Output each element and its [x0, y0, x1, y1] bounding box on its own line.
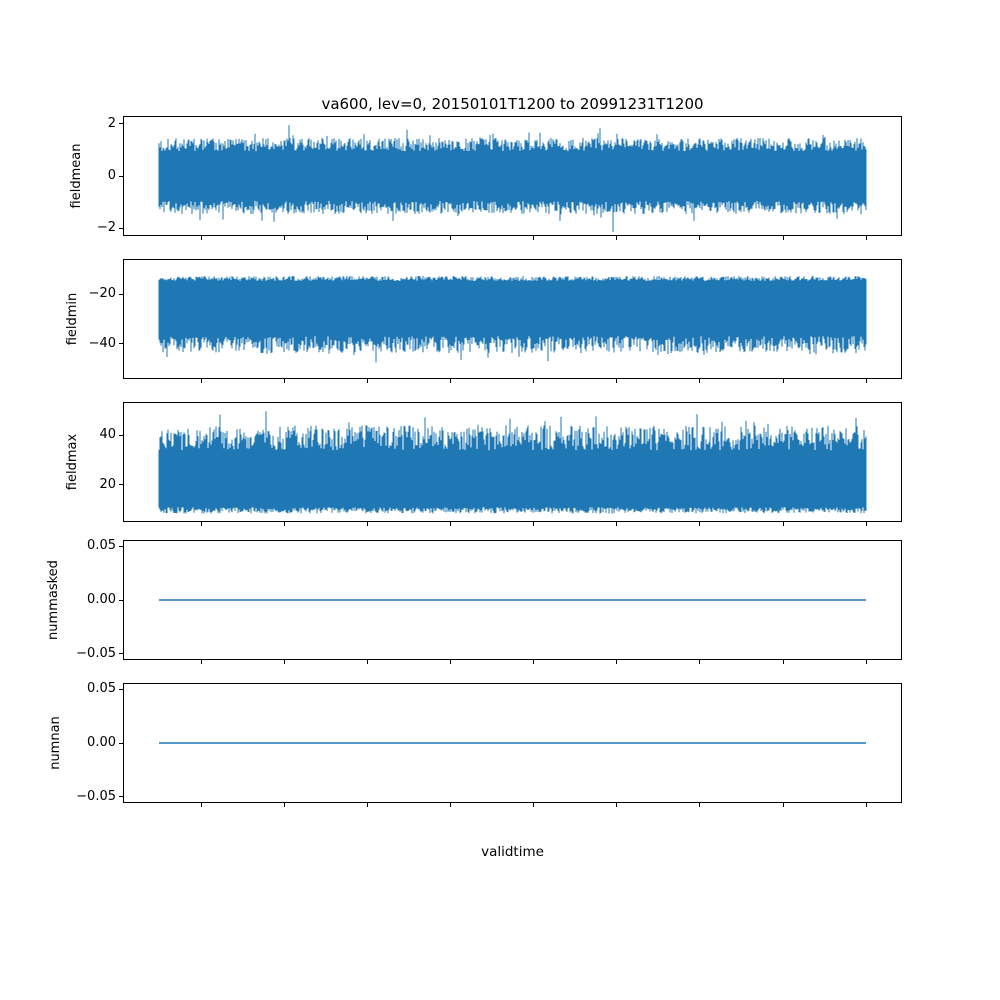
x-tick-mark: [450, 236, 452, 240]
axes-area-fieldmin: [123, 259, 902, 379]
x-tick-mark: [533, 522, 535, 526]
x-tick-mark: [367, 660, 369, 664]
y-tick-mark: [119, 545, 123, 547]
y-tick-mark: [119, 653, 123, 655]
x-tick-mark: [616, 522, 618, 526]
x-tick-mark: [533, 660, 535, 664]
data-line-fieldmax: [158, 411, 867, 514]
x-tick-mark: [616, 379, 618, 383]
x-tick-mark: [782, 379, 784, 383]
y-tick-label: −0.05: [76, 645, 116, 661]
x-tick-mark: [283, 660, 285, 664]
x-tick-mark: [865, 236, 867, 240]
x-tick-mark: [367, 236, 369, 240]
x-tick-mark: [616, 803, 618, 807]
y-axis-label-fieldmax: fieldmax: [65, 433, 80, 491]
x-tick-mark: [283, 803, 285, 807]
y-tick-label: 20: [99, 476, 116, 492]
x-tick-mark: [367, 803, 369, 807]
x-tick-mark: [865, 660, 867, 664]
data-line-fieldmean: [158, 125, 867, 232]
x-axis-label: validtime: [481, 844, 544, 860]
axes-area-fieldmean: [123, 116, 902, 236]
x-tick-mark: [450, 660, 452, 664]
y-tick-mark: [119, 123, 123, 125]
y-tick-mark: [119, 742, 123, 744]
x-tick-mark: [367, 522, 369, 526]
x-tick-mark: [699, 522, 701, 526]
x-tick-mark: [200, 236, 202, 240]
axes-area-nummasked: [123, 540, 902, 660]
x-tick-mark: [699, 803, 701, 807]
x-tick-mark: [200, 379, 202, 383]
x-tick-mark: [616, 236, 618, 240]
y-tick-mark: [119, 227, 123, 229]
x-tick-mark: [699, 379, 701, 383]
y-tick-mark: [119, 434, 123, 436]
x-tick-mark: [367, 379, 369, 383]
y-tick-label: 0.05: [87, 681, 116, 697]
axes-area-numnan: [123, 683, 902, 803]
data-line-nummasked: [159, 599, 866, 601]
x-tick-mark: [865, 803, 867, 807]
x-tick-mark: [533, 379, 535, 383]
y-tick-label: −20: [88, 286, 116, 302]
x-tick-mark: [200, 660, 202, 664]
x-tick-mark: [865, 522, 867, 526]
x-tick-mark: [200, 522, 202, 526]
y-tick-mark: [119, 293, 123, 295]
x-tick-mark: [283, 522, 285, 526]
x-tick-mark: [200, 803, 202, 807]
x-tick-mark: [283, 379, 285, 383]
y-tick-label: 0: [107, 168, 116, 183]
y-tick-mark: [119, 343, 123, 345]
y-tick-label: 0.00: [87, 592, 116, 607]
y-tick-label: −0.05: [76, 788, 116, 804]
y-tick-label: 40: [99, 427, 116, 443]
y-tick-mark: [119, 688, 123, 690]
y-tick-mark: [119, 175, 123, 177]
x-tick-mark: [865, 379, 867, 383]
x-tick-mark: [782, 660, 784, 664]
x-tick-mark: [699, 236, 701, 240]
y-tick-label: −2: [96, 220, 116, 236]
x-tick-mark: [450, 379, 452, 383]
y-tick-mark: [119, 599, 123, 601]
y-axis-label-nummasked: nummasked: [46, 560, 61, 640]
plot-title: va600, lev=0, 20150101T1200 to 20991231T…: [321, 95, 704, 113]
y-axis-label-fieldmin: fieldmin: [65, 292, 80, 346]
y-tick-label: 0.00: [87, 735, 116, 750]
x-tick-mark: [782, 236, 784, 240]
y-tick-mark: [119, 796, 123, 798]
y-tick-mark: [119, 484, 123, 486]
y-tick-label: −40: [88, 335, 116, 351]
x-tick-mark: [616, 660, 618, 664]
x-tick-mark: [699, 660, 701, 664]
data-line-numnan: [159, 742, 866, 744]
x-tick-mark: [782, 522, 784, 526]
y-tick-label: 2: [107, 115, 116, 131]
x-tick-mark: [283, 236, 285, 240]
x-tick-mark: [450, 803, 452, 807]
data-line-fieldmin: [158, 276, 867, 363]
x-tick-mark: [533, 236, 535, 240]
x-tick-mark: [782, 803, 784, 807]
y-axis-label-numnan: numnan: [48, 716, 63, 770]
axes-area-fieldmax: [123, 402, 902, 522]
x-tick-mark: [533, 803, 535, 807]
x-tick-mark: [450, 522, 452, 526]
y-tick-label: 0.05: [87, 538, 116, 554]
